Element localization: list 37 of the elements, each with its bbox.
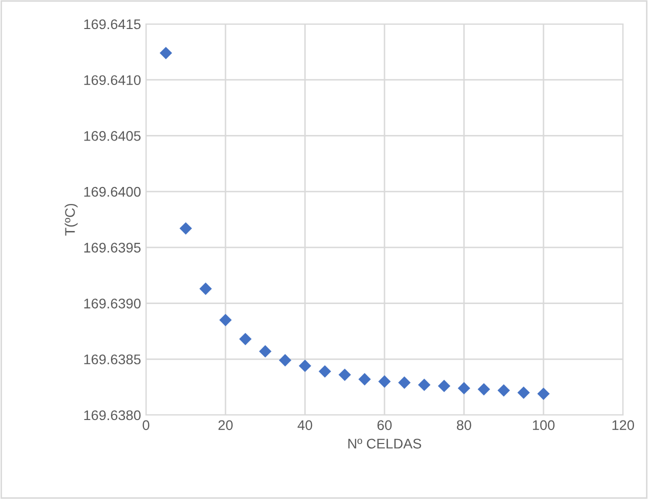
y-tick-label: 169.6410 [84,75,141,86]
x-tick-label: 120 [612,420,634,430]
point [239,332,252,346]
point [498,384,510,397]
x-tick-label: 60 [377,420,392,430]
y-tick-label: 169.6405 [84,131,141,141]
y-tick-label: 169.6390 [84,298,141,308]
point [160,46,172,60]
point [438,380,450,392]
x-tick-label: 0 [142,420,150,430]
point [278,354,292,366]
y-tick-label: 169.6380 [84,410,141,420]
point [418,378,430,392]
point [338,368,351,381]
x-tick-label: 100 [532,420,555,430]
x-tick-label: 40 [298,420,312,430]
y-tick-label: 169.6395 [84,242,141,253]
point [358,373,371,386]
y-tick-label: 169.6415 [84,19,141,30]
point [378,375,391,388]
x-axis-title: Nº CELDAS [348,438,422,449]
point [180,222,192,235]
point [537,388,550,400]
point [219,314,232,326]
point [398,376,411,389]
point [517,386,530,399]
point [458,382,470,394]
point [478,383,490,396]
x-tick-label: 80 [456,420,472,430]
point [199,282,212,295]
point [318,365,332,378]
point [259,345,272,358]
y-tick-label: 169.6400 [84,186,141,197]
point [298,360,312,372]
y-tick-label: 169.6385 [84,354,141,364]
x-tick-label: 20 [218,420,233,430]
y-axis-title: T(ºC) [64,204,78,236]
